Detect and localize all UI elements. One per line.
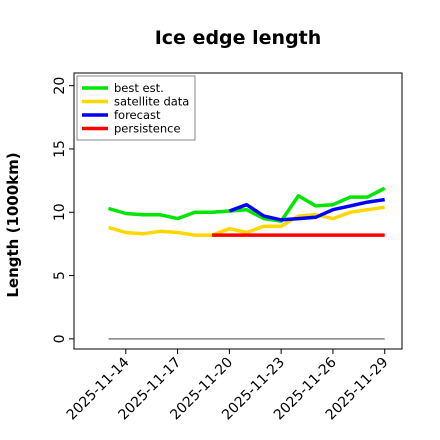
y-axis-label: Length (1000km) — [4, 152, 22, 297]
legend-entry: forecast — [114, 108, 161, 122]
chart-title: Ice edge length — [155, 27, 322, 49]
y-axis-ticks: 0 5 10 15 20 — [52, 77, 74, 343]
y-tick-label: 20 — [52, 77, 68, 95]
y-tick-label: 5 — [52, 271, 68, 280]
legend-entry: persistence — [114, 122, 181, 136]
series-line-best-est — [108, 186, 386, 223]
legend-entry: satellite data — [114, 95, 189, 109]
series-line-forecast — [228, 197, 385, 222]
series-lines — [108, 186, 386, 340]
y-tick-label: 15 — [52, 140, 68, 158]
legend: best est.satellite dataforecastpersisten… — [76, 75, 196, 141]
y-tick-label: 0 — [52, 334, 68, 343]
x-axis-ticks: 2025-11-142025-11-172025-11-202025-11-23… — [64, 349, 392, 423]
legend-entry: best est. — [114, 81, 164, 95]
series-line-satellite-data — [108, 205, 385, 237]
y-tick-label: 10 — [52, 203, 68, 221]
